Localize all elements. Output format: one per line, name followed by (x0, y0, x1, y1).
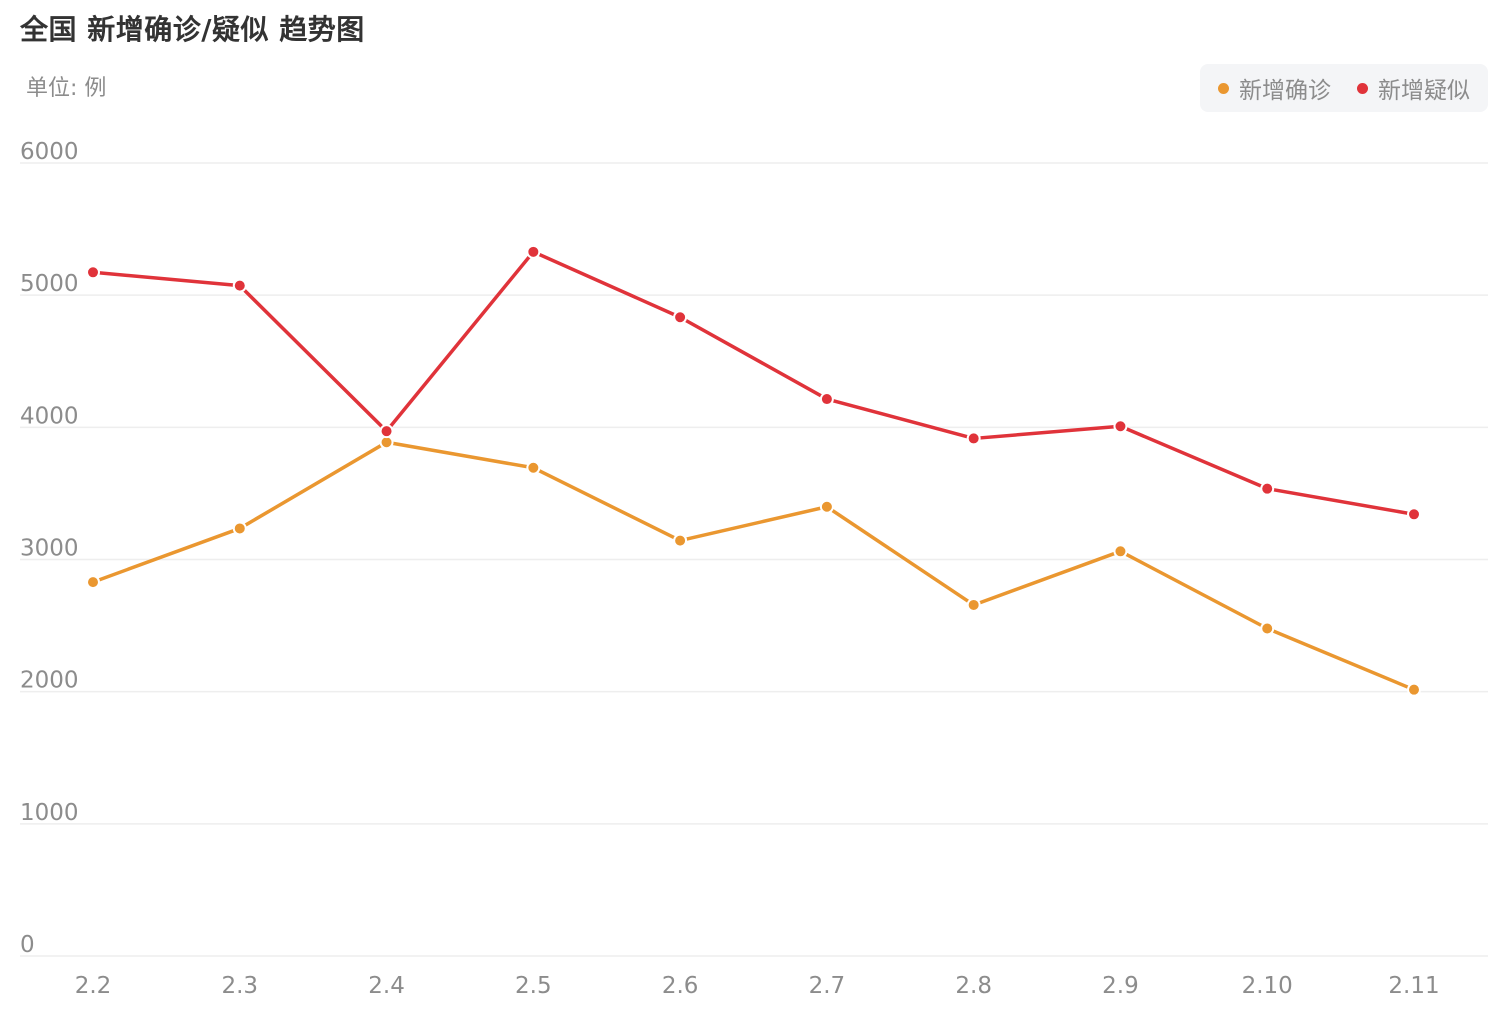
data-point-series1-2.8 (966, 431, 981, 446)
x-tick-label-2.11: 2.11 (1388, 973, 1439, 999)
y-tick-label-4000: 4000 (20, 403, 79, 429)
legend-item-confirmed[interactable]: 新增确诊 (1218, 71, 1331, 105)
x-tick-label-2.9: 2.9 (1102, 973, 1139, 999)
data-point-series0-2.11 (1407, 682, 1421, 697)
legend-label-confirmed: 新增确诊 (1239, 78, 1331, 104)
data-point-series0-2.6 (673, 533, 688, 548)
x-tick-label-2.10: 2.10 (1242, 973, 1293, 999)
y-tick-label-0: 0 (20, 932, 35, 958)
data-point-series1-2.5 (526, 244, 541, 259)
data-point-series1-2.2 (86, 265, 100, 280)
x-tick-label-2.6: 2.6 (662, 973, 699, 999)
x-tick-label-2.7: 2.7 (809, 973, 846, 999)
legend-dot-confirmed-icon (1218, 82, 1229, 94)
legend: 新增确诊 新增疑似 (1200, 64, 1488, 112)
data-point-series0-2.9 (1113, 544, 1128, 559)
x-tick-label-2.8: 2.8 (955, 973, 992, 999)
data-point-series1-2.3 (232, 278, 247, 293)
x-tick-label-2.4: 2.4 (368, 973, 405, 999)
y-tick-label-1000: 1000 (20, 800, 79, 826)
y-tick-label-3000: 3000 (20, 536, 79, 562)
data-point-series0-2.8 (966, 597, 981, 612)
data-point-series1-2.9 (1113, 419, 1128, 434)
data-point-series1-2.11 (1407, 507, 1421, 522)
legend-item-suspected[interactable]: 新增疑似 (1357, 71, 1470, 105)
unit-label: 单位: 例 (26, 76, 107, 101)
data-point-series1-2.6 (673, 310, 688, 325)
y-tick-label-5000: 5000 (20, 271, 79, 297)
data-point-series0-2.7 (819, 499, 834, 514)
data-point-series1-2.7 (819, 392, 834, 407)
data-point-series0-2.5 (526, 460, 541, 475)
data-point-series0-2.2 (86, 575, 100, 590)
chart-title: 全国 新增确诊/疑似 趋势图 (20, 13, 365, 46)
y-tick-label-2000: 2000 (20, 668, 79, 694)
legend-label-suspected: 新增疑似 (1378, 78, 1470, 104)
data-point-series1-2.10 (1260, 481, 1275, 496)
data-point-series0-2.3 (232, 521, 247, 536)
x-tick-label-2.3: 2.3 (221, 973, 258, 999)
data-point-series1-2.4 (379, 424, 394, 439)
data-point-series0-2.10 (1260, 621, 1275, 636)
x-tick-label-2.5: 2.5 (515, 973, 552, 999)
y-tick-label-6000: 6000 (20, 139, 79, 165)
x-tick-label-2.2: 2.2 (75, 973, 112, 999)
series-line-0 (91, 440, 1416, 692)
series-line-1 (91, 250, 1416, 517)
legend-dot-suspected-icon (1357, 82, 1368, 94)
